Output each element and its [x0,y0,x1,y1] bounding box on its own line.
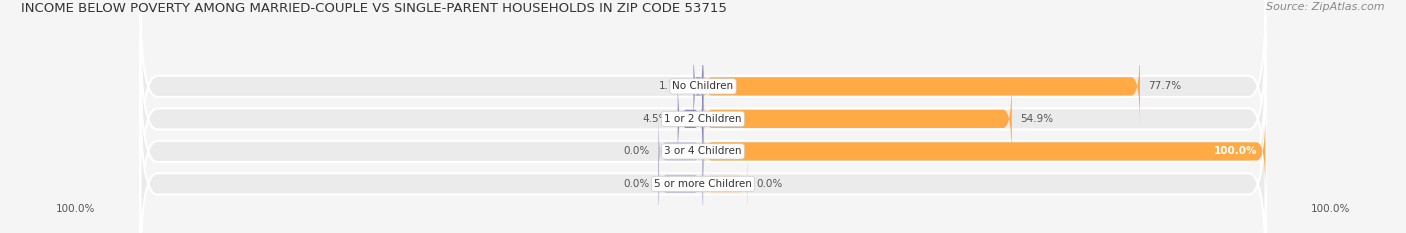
Text: 54.9%: 54.9% [1021,114,1053,124]
FancyBboxPatch shape [703,79,1012,158]
Text: 100.0%: 100.0% [1310,204,1350,214]
Text: 0.0%: 0.0% [756,179,783,189]
Text: INCOME BELOW POVERTY AMONG MARRIED-COUPLE VS SINGLE-PARENT HOUSEHOLDS IN ZIP COD: INCOME BELOW POVERTY AMONG MARRIED-COUPL… [21,2,727,15]
Text: No Children: No Children [672,81,734,91]
FancyBboxPatch shape [658,112,703,191]
Text: Source: ZipAtlas.com: Source: ZipAtlas.com [1267,2,1385,12]
FancyBboxPatch shape [141,32,1265,206]
Text: 0.0%: 0.0% [623,146,650,156]
FancyBboxPatch shape [141,97,1265,233]
FancyBboxPatch shape [693,47,703,126]
Text: 5 or more Children: 5 or more Children [654,179,752,189]
FancyBboxPatch shape [678,79,703,158]
FancyBboxPatch shape [658,144,703,224]
FancyBboxPatch shape [141,0,1265,173]
Text: 100.0%: 100.0% [1213,146,1257,156]
FancyBboxPatch shape [141,65,1265,233]
FancyBboxPatch shape [703,112,1265,191]
FancyBboxPatch shape [703,47,1140,126]
Text: 77.7%: 77.7% [1149,81,1181,91]
Text: 1 or 2 Children: 1 or 2 Children [664,114,742,124]
Text: 100.0%: 100.0% [56,204,96,214]
Text: 0.0%: 0.0% [623,179,650,189]
Text: 1.7%: 1.7% [658,81,685,91]
FancyBboxPatch shape [703,144,748,224]
Text: 4.5%: 4.5% [643,114,669,124]
Text: 3 or 4 Children: 3 or 4 Children [664,146,742,156]
